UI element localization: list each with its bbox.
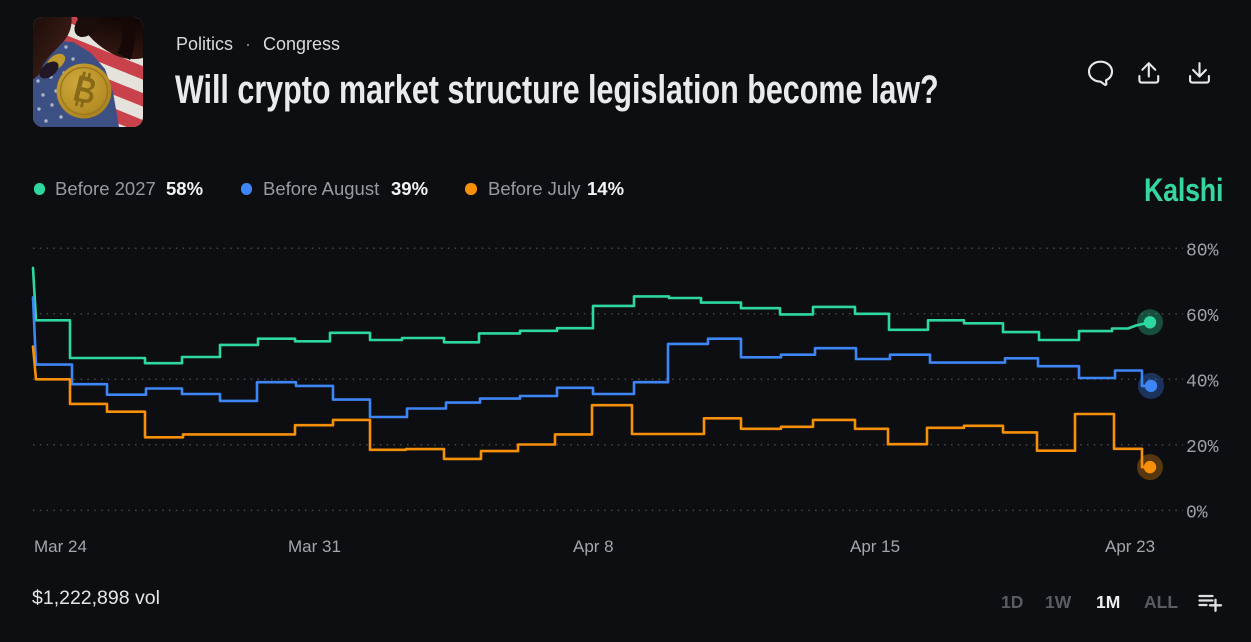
- svg-text:0%: 0%: [1186, 504, 1208, 524]
- svg-text:40%: 40%: [1186, 373, 1219, 393]
- svg-text:80%: 80%: [1186, 242, 1219, 262]
- svg-text:60%: 60%: [1186, 307, 1219, 327]
- svg-text:20%: 20%: [1186, 438, 1219, 458]
